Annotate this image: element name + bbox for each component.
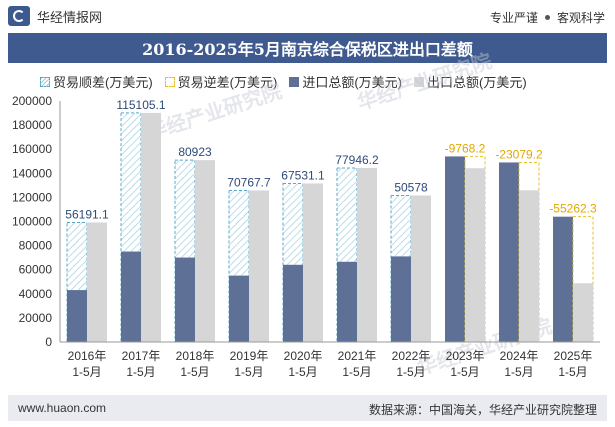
export-bar [87,222,107,342]
import-bar [391,256,411,342]
export-bar [141,112,161,342]
export-bar [573,283,593,342]
balance-label: -55262.3 [549,202,597,216]
balance-label: -23079.2 [495,147,543,161]
import-bar [175,257,195,342]
legend-label-surplus: 贸易顺差(万美元) [53,75,153,90]
x-tick-label: 2024年 [500,349,539,363]
chart-title: 2016-2025年5月南京综合保税区进出口差额 [142,40,473,59]
x-tick-label: 2019年 [230,349,269,363]
export-bar [195,160,215,342]
balance-label: 67531.1 [281,169,325,183]
legend-label-deficit: 贸易逆差(万美元) [177,75,278,90]
y-tick-label: 140000 [12,166,52,180]
y-tick-label: 120000 [12,190,52,204]
x-tick-label: 2025年 [554,349,593,363]
import-bar [499,162,519,342]
x-tick-sublabel: 1-5月 [180,365,209,379]
brand: 华经情报网 [8,6,102,26]
watermark-text: 华经产业研究院 [354,49,495,115]
x-tick-sublabel: 1-5月 [234,365,263,379]
export-bar [411,195,431,342]
tagline: 专业严谨 客观科学 [490,9,605,26]
balance-label: 50578 [394,180,428,194]
tagline-left: 专业严谨 [489,11,538,25]
balance-label: 56191.1 [65,207,109,221]
legend-item-surplus: 贸易顺差(万美元) [40,72,153,91]
balance-label: 70767.7 [227,175,271,189]
footer-source: 数据来源：中国海关，华经产业研究院整理 [368,403,597,417]
x-tick-label: 2017年 [122,349,161,363]
y-tick-label: 20000 [19,311,53,325]
balance-label: 115105.1 [116,98,165,112]
y-axis: 0 20000 40000 60000 80000 100000 120000 140000 1… [12,94,61,349]
legend-swatch-import [289,76,300,87]
x-tick-sublabel: 1-5月 [504,365,533,379]
footer-url: www.huaon.com [18,401,107,415]
x-tick-label: 2023年 [446,349,485,363]
y-tick-label: 160000 [12,142,52,156]
bullet-icon [544,15,550,20]
x-tick-label: 2021年 [338,349,377,363]
export-bar [303,183,323,342]
x-tick-sublabel: 1-5月 [342,365,371,379]
x-tick-sublabel: 1-5月 [558,365,587,379]
y-tick-label: 200000 [12,94,52,108]
legend-swatch-export [414,76,425,87]
export-bar [249,190,269,342]
legend-label-import: 进口总额(万美元) [302,75,403,90]
x-tick-label: 2018年 [176,349,215,363]
legend-item-export: 出口总额(万美元) [414,72,527,91]
x-tick-label: 2022年 [392,349,431,363]
x-tick-label: 2020年 [284,349,323,363]
balance-label: 80923 [178,145,212,159]
y-tick-label: 60000 [19,263,53,277]
balance-label: -9768.2 [445,141,486,155]
export-bar [357,167,377,342]
bars-layer: 56191.1 115105.1 80923 70767.7 67531.1 77946.… [65,98,597,343]
y-tick-label: 100000 [12,215,52,229]
y-tick-label: 80000 [19,239,53,253]
import-bar [445,156,465,342]
brand-name: 华经情报网 [37,9,103,25]
export-bar [519,190,539,342]
x-tick-sublabel: 1-5月 [72,365,101,379]
x-tick-label: 2016年 [68,349,107,363]
import-bar [229,275,249,342]
y-tick-label: 0 [45,335,52,349]
legend-item-import: 进口总额(万美元) [289,72,402,91]
y-tick-label: 40000 [19,287,53,301]
x-tick-sublabel: 1-5月 [396,365,425,379]
x-axis: 2016年 1-5月 2017年 1-5月 2018年 1-5月 2019年 1-5月 2020… [60,341,600,379]
x-tick-sublabel: 1-5月 [288,365,317,379]
legend-label-export: 出口总额(万美元) [427,75,527,90]
footer: www.huaon.com 数据来源：中国海关，华经产业研究院整理 [8,395,607,421]
export-bar [465,168,485,342]
y-tick-label: 180000 [12,118,52,132]
x-tick-sublabel: 1-5月 [450,365,479,379]
legend-swatch-deficit [164,76,175,87]
balance-label: 77946.2 [335,153,379,167]
chart-title-bar: 2016-2025年5月南京综合保税区进出口差额 [8,33,607,63]
legend-swatch-surplus [40,76,50,87]
import-bar [67,290,87,342]
import-bar [121,251,141,342]
import-bar [337,261,357,342]
import-bar [553,216,573,342]
brand-logo-icon [8,6,30,26]
x-tick-sublabel: 1-5月 [126,365,155,379]
top-bar: 华经情报网 专业严谨 客观科学 [0,0,615,32]
chart-legend: 贸易顺差(万美元) 贸易逆差(万美元) 进口总额(万美元) 出口总额(万美元) [40,72,539,91]
import-bar [283,264,303,342]
legend-item-deficit: 贸易逆差(万美元) [164,72,278,91]
tagline-right: 客观科学 [556,11,605,25]
